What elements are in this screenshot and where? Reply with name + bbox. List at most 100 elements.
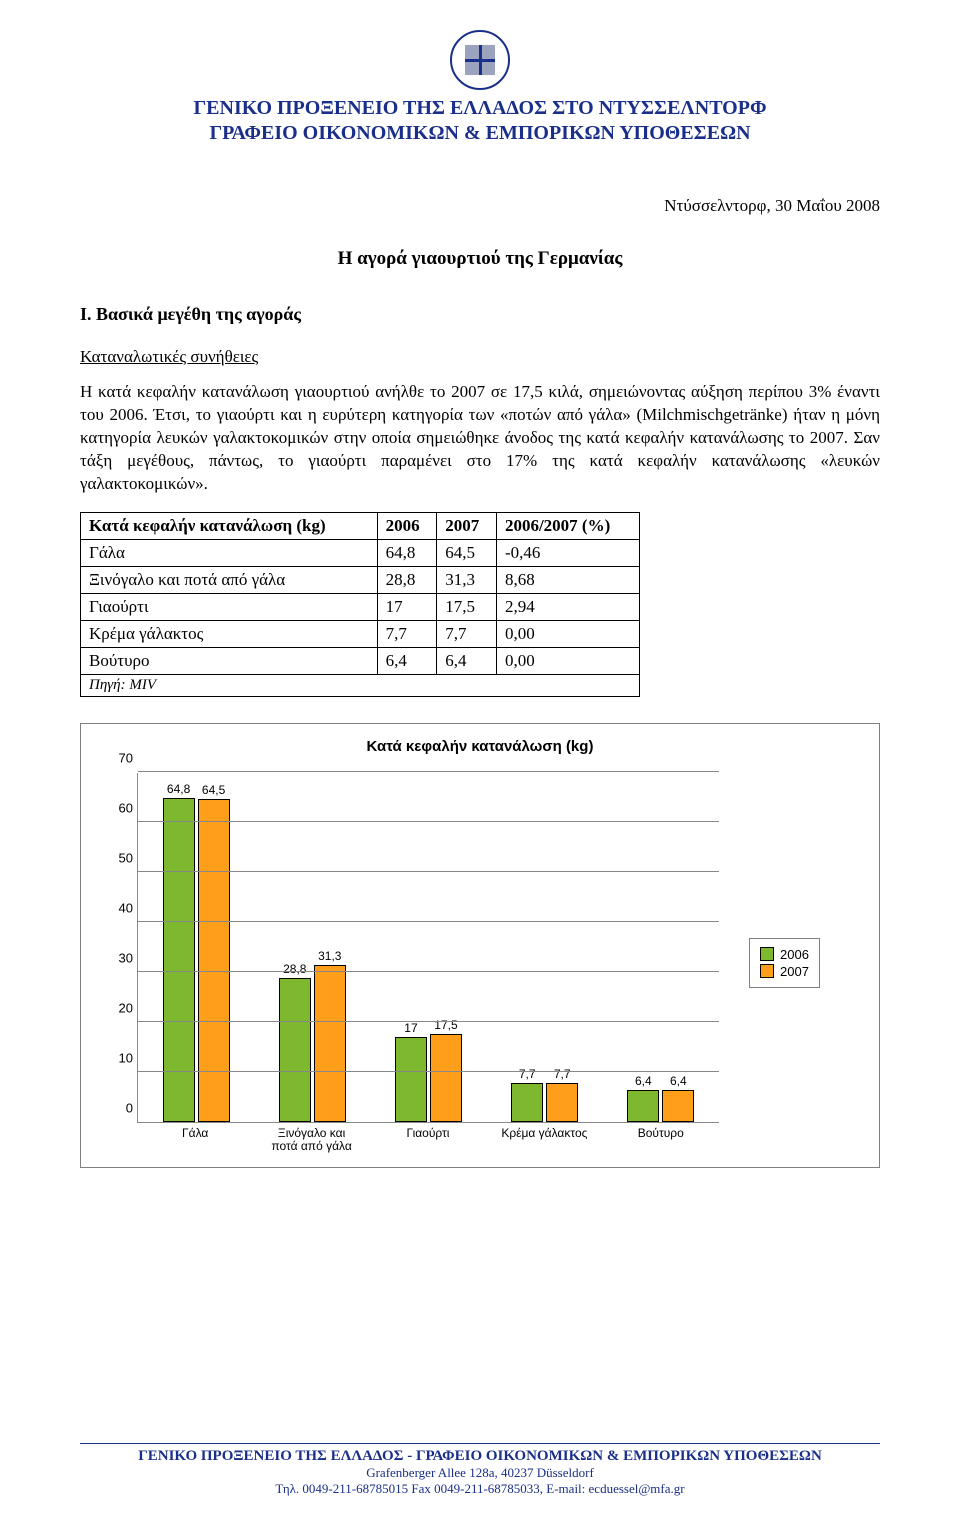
- gridline: [138, 971, 719, 972]
- greek-emblem: [450, 30, 510, 90]
- bar-group: 64,864,5: [151, 798, 241, 1122]
- x-axis: ΓάλαΞινόγαλο και ποτά από γάλαΓιαούρτιΚρ…: [137, 1123, 719, 1153]
- document-title: Η αγορά γιαουρτιού της Γερμανίας: [80, 248, 880, 270]
- table-header-cell: 2007: [437, 512, 497, 539]
- bar-value-label: 6,4: [670, 1074, 687, 1088]
- chart-container: Κατά κεφαλήν κατανάλωση (kg) 64,864,528,…: [80, 723, 880, 1168]
- table-cell: Ξινόγαλο και ποτά από γάλα: [81, 566, 378, 593]
- x-axis-label: Βούτυρο: [616, 1123, 706, 1153]
- y-tick-label: 70: [99, 750, 133, 765]
- legend-item-2006: 2006: [760, 947, 809, 962]
- consumption-table: Κατά κεφαλήν κατανάλωση (kg) 2006 2007 2…: [80, 512, 640, 675]
- bar-group: 1717,5: [383, 1034, 473, 1122]
- legend-item-2007: 2007: [760, 964, 809, 979]
- page-footer: ΓΕΝΙΚΟ ΠΡΟΞΕΝΕΙΟ ΤΗΣ ΕΛΛΑΔΟΣ - ΓΡΑΦΕΙΟ Ο…: [80, 1443, 880, 1497]
- y-tick-label: 60: [99, 800, 133, 815]
- legend-label: 2006: [780, 947, 809, 962]
- table-cell: 64,8: [377, 539, 437, 566]
- chart-title: Κατά κεφαλήν κατανάλωση (kg): [99, 738, 861, 755]
- x-axis-label: Κρέμα γάλακτος: [499, 1123, 589, 1153]
- plot-area: 64,864,528,831,31717,57,77,76,46,4 ΓάλαΞ…: [99, 773, 719, 1153]
- bars-row: 64,864,528,831,31717,57,77,76,46,4: [138, 773, 719, 1122]
- table-cell: 17,5: [437, 593, 497, 620]
- date-line: Ντύσσελντορφ, 30 Μαΐου 2008: [80, 196, 880, 216]
- table-cell: 2,94: [496, 593, 639, 620]
- bar: 17: [395, 1037, 427, 1122]
- bar-value-label: 28,8: [283, 962, 306, 976]
- emblem-cross: [465, 45, 495, 75]
- gridline: [138, 871, 719, 872]
- table-header-cell: 2006/2007 (%): [496, 512, 639, 539]
- bar-value-label: 7,7: [519, 1067, 536, 1081]
- bar-group: 28,831,3: [267, 965, 357, 1122]
- bar: 6,4: [627, 1090, 659, 1122]
- table-cell: 28,8: [377, 566, 437, 593]
- paragraph-1: Η κατά κεφαλήν κατανάλωση γιαουρτιού ανή…: [80, 381, 880, 496]
- table-cell: 7,7: [437, 620, 497, 647]
- table-cell: 0,00: [496, 647, 639, 674]
- table-cell: Βούτυρο: [81, 647, 378, 674]
- table-row: Γάλα64,864,5-0,46: [81, 539, 640, 566]
- footer-rule: [80, 1443, 880, 1444]
- bar: 7,7: [546, 1083, 578, 1122]
- org-header: ΓΕΝΙΚΟ ΠΡΟΞΕΝΕΙΟ ΤΗΣ ΕΛΛΑΔΟΣ ΣΤΟ ΝΤΥΣΣΕΛ…: [80, 96, 880, 146]
- table-header-row: Κατά κεφαλήν κατανάλωση (kg) 2006 2007 2…: [81, 512, 640, 539]
- org-line-1: ΓΕΝΙΚΟ ΠΡΟΞΕΝΕΙΟ ΤΗΣ ΕΛΛΑΔΟΣ ΣΤΟ ΝΤΥΣΣΕΛ…: [80, 96, 880, 121]
- bar-value-label: 17: [404, 1021, 417, 1035]
- bar: 31,3: [314, 965, 346, 1122]
- table-cell: Κρέμα γάλακτος: [81, 620, 378, 647]
- y-tick-label: 20: [99, 1000, 133, 1015]
- y-tick-label: 50: [99, 850, 133, 865]
- table-cell: 64,5: [437, 539, 497, 566]
- table-cell: 17: [377, 593, 437, 620]
- bar: 64,5: [198, 799, 230, 1122]
- table-header-cell: 2006: [377, 512, 437, 539]
- org-line-2: ΓΡΑΦΕΙΟ ΟΙΚΟΝΟΜΙΚΩΝ & ΕΜΠΟΡΙΚΩΝ ΥΠΟΘΕΣΕΩ…: [80, 121, 880, 146]
- bar: 64,8: [163, 798, 195, 1122]
- gridline: [138, 771, 719, 772]
- plot-inner: 64,864,528,831,31717,57,77,76,46,4: [137, 773, 719, 1123]
- legend-swatch-green: [760, 947, 774, 961]
- bar-value-label: 64,8: [167, 782, 190, 796]
- legend-label: 2007: [780, 964, 809, 979]
- y-tick-label: 40: [99, 900, 133, 915]
- chart-legend: 2006 2007: [749, 938, 820, 988]
- bar-value-label: 7,7: [554, 1067, 571, 1081]
- section-heading: I. Βασικά μεγέθη της αγοράς: [80, 304, 880, 325]
- table-header-cell: Κατά κεφαλήν κατανάλωση (kg): [81, 512, 378, 539]
- bar: 28,8: [279, 978, 311, 1122]
- bar-group: 7,77,7: [500, 1083, 590, 1122]
- table-cell: Γάλα: [81, 539, 378, 566]
- table-cell: -0,46: [496, 539, 639, 566]
- footer-line-3: Τηλ. 0049-211-68785015 Fax 0049-211-6878…: [80, 1481, 880, 1497]
- gridline: [138, 1021, 719, 1022]
- x-axis-label: Ξινόγαλο και ποτά από γάλα: [267, 1123, 357, 1153]
- table-source: Πηγή: MIV: [80, 675, 640, 697]
- page: ΓΕΝΙΚΟ ΠΡΟΞΕΝΕΙΟ ΤΗΣ ΕΛΛΑΔΟΣ ΣΤΟ ΝΤΥΣΣΕΛ…: [0, 0, 960, 1517]
- table-row: Γιαούρτι1717,52,94: [81, 593, 640, 620]
- table-cell: 0,00: [496, 620, 639, 647]
- y-tick-label: 0: [99, 1100, 133, 1115]
- bar: 6,4: [662, 1090, 694, 1122]
- bar: 7,7: [511, 1083, 543, 1122]
- gridline: [138, 921, 719, 922]
- table-cell: Γιαούρτι: [81, 593, 378, 620]
- table-row: Βούτυρο6,46,40,00: [81, 647, 640, 674]
- table-cell: 7,7: [377, 620, 437, 647]
- bar-group: 6,46,4: [616, 1090, 706, 1122]
- y-tick-label: 30: [99, 950, 133, 965]
- subsection-heading: Καταναλωτικές συνήθειες: [80, 347, 880, 367]
- table-cell: 8,68: [496, 566, 639, 593]
- table-cell: 6,4: [437, 647, 497, 674]
- footer-line-1: ΓΕΝΙΚΟ ΠΡΟΞΕΝΕΙΟ ΤΗΣ ΕΛΛΑΔΟΣ - ΓΡΑΦΕΙΟ Ο…: [80, 1448, 880, 1465]
- x-axis-label: Γιαούρτι: [383, 1123, 473, 1153]
- table-row: Ξινόγαλο και ποτά από γάλα28,831,38,68: [81, 566, 640, 593]
- footer-line-2: Grafenberger Allee 128a, 40237 Düsseldor…: [80, 1465, 880, 1481]
- legend-swatch-orange: [760, 964, 774, 978]
- table-cell: 31,3: [437, 566, 497, 593]
- table-row: Κρέμα γάλακτος7,77,70,00: [81, 620, 640, 647]
- bar-value-label: 6,4: [635, 1074, 652, 1088]
- y-tick-label: 10: [99, 1050, 133, 1065]
- bar: 17,5: [430, 1034, 462, 1122]
- gridline: [138, 821, 719, 822]
